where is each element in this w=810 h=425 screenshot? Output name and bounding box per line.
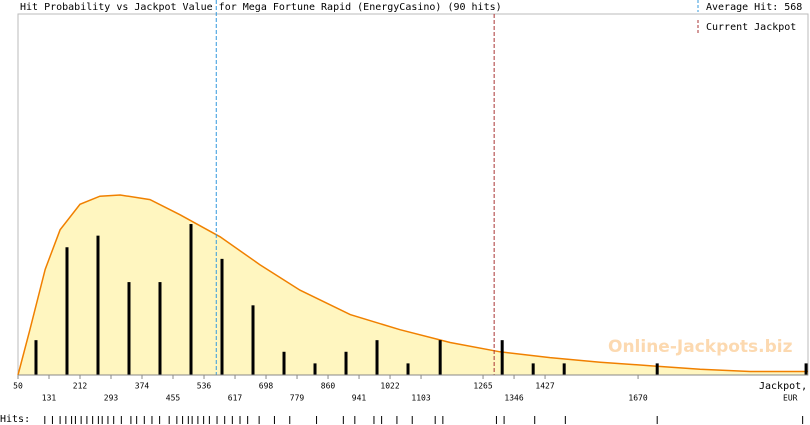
bar <box>500 340 504 375</box>
x-tick-label: 1427 <box>535 382 554 391</box>
bar <box>406 363 410 375</box>
x-tick-label: 212 <box>73 382 88 391</box>
x-tick-label: 698 <box>259 382 274 391</box>
x-tick-label: 1022 <box>380 382 399 391</box>
x-tick-label: 131 <box>42 394 57 403</box>
bar <box>158 282 162 375</box>
bar <box>127 282 131 375</box>
x-tick-label: 779 <box>290 394 305 403</box>
bar <box>804 363 808 375</box>
x-tick-label: 1670 <box>628 394 647 403</box>
bar <box>65 247 69 375</box>
x-tick-label: 617 <box>228 394 243 403</box>
curve-area <box>18 195 808 375</box>
legend-jackpot: Current Jackpot <box>706 22 796 33</box>
x-unit: EUR <box>783 394 798 403</box>
bar <box>220 258 224 375</box>
x-tick-label: 1346 <box>504 394 523 403</box>
x-tick-label: 536 <box>197 382 212 391</box>
chart-title: Hit Probability vs Jackpot Value for Meg… <box>20 2 502 13</box>
x-tick-label: 455 <box>166 394 181 403</box>
bar <box>655 363 659 375</box>
curve-line <box>17 194 808 376</box>
x-tick-label: 941 <box>352 394 367 403</box>
bar <box>375 340 379 375</box>
watermark: Online-Jackpots.biz <box>608 337 793 357</box>
x-label: Jackpot, <box>759 381 807 392</box>
hits-label: Hits: <box>0 414 30 425</box>
x-tick-label: 1103 <box>411 394 430 403</box>
bar <box>313 363 317 375</box>
x-tick-label: 860 <box>321 382 336 391</box>
bar <box>282 351 286 375</box>
bar <box>344 351 348 375</box>
bar <box>96 235 100 375</box>
bar <box>251 305 255 375</box>
legend-average: Average Hit: 568 <box>706 2 802 13</box>
x-tick-label: 293 <box>104 394 119 403</box>
bar <box>189 224 193 375</box>
bar <box>34 340 38 375</box>
bar <box>531 363 535 375</box>
bar <box>562 363 566 375</box>
x-tick-label: 374 <box>135 382 150 391</box>
x-tick-label: 50 <box>13 382 23 391</box>
bar <box>438 340 442 375</box>
x-tick-label: 1265 <box>473 382 492 391</box>
